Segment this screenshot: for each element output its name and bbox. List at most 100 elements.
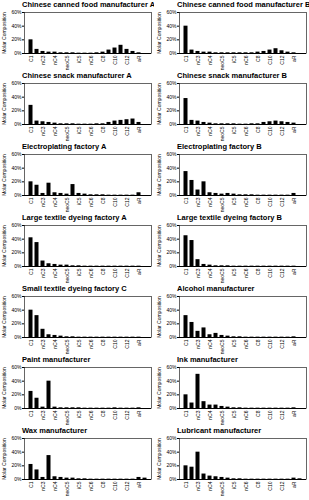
svg-text:60%: 60% bbox=[11, 293, 22, 299]
svg-text:nC3: nC3 bbox=[195, 339, 201, 348]
svg-text:60%: 60% bbox=[166, 222, 177, 228]
svg-text:Molar Composition: Molar Composition bbox=[156, 367, 162, 409]
svg-text:C1: C1 bbox=[28, 268, 34, 275]
svg-text:40%: 40% bbox=[11, 307, 22, 313]
svg-text:neoC5: neoC5 bbox=[64, 55, 70, 70]
svg-text:C1: C1 bbox=[183, 55, 189, 62]
svg-text:aR: aR bbox=[136, 55, 142, 62]
svg-text:20%: 20% bbox=[166, 36, 177, 42]
svg-text:60%: 60% bbox=[11, 435, 22, 441]
svg-text:aR: aR bbox=[136, 481, 142, 488]
svg-text:60%: 60% bbox=[166, 151, 177, 157]
svg-text:Molar Composition: Molar Composition bbox=[1, 367, 7, 409]
svg-text:40%: 40% bbox=[166, 449, 177, 455]
svg-text:neoC5: neoC5 bbox=[219, 55, 225, 70]
svg-text:C8: C8 bbox=[100, 410, 106, 417]
svg-text:iC5: iC5 bbox=[76, 410, 82, 418]
svg-text:iC5: iC5 bbox=[231, 126, 237, 134]
svg-text:20%: 20% bbox=[11, 36, 22, 42]
svg-text:C1: C1 bbox=[28, 55, 34, 62]
svg-text:C1: C1 bbox=[183, 126, 189, 133]
svg-text:C8: C8 bbox=[255, 55, 261, 62]
svg-text:C1: C1 bbox=[28, 126, 34, 133]
svg-text:nC6: nC6 bbox=[88, 268, 94, 277]
svg-text:20%: 20% bbox=[11, 249, 22, 255]
svg-text:nC3: nC3 bbox=[40, 410, 46, 419]
svg-text:nC6: nC6 bbox=[88, 339, 94, 348]
svg-text:C12: C12 bbox=[124, 410, 130, 419]
svg-text:nC3: nC3 bbox=[195, 268, 201, 277]
svg-text:C8: C8 bbox=[100, 481, 106, 488]
svg-text:iC5: iC5 bbox=[76, 55, 82, 63]
svg-text:0%: 0% bbox=[14, 121, 22, 127]
svg-text:nC6: nC6 bbox=[243, 339, 249, 348]
svg-text:0%: 0% bbox=[169, 405, 177, 411]
svg-text:C10: C10 bbox=[112, 268, 118, 277]
svg-text:neoC5: neoC5 bbox=[64, 481, 70, 496]
svg-text:C10: C10 bbox=[112, 339, 118, 348]
svg-text:0%: 0% bbox=[14, 192, 22, 198]
svg-text:nC6: nC6 bbox=[243, 268, 249, 277]
svg-text:C12: C12 bbox=[124, 55, 130, 64]
svg-text:60%: 60% bbox=[11, 222, 22, 228]
svg-text:40%: 40% bbox=[166, 94, 177, 100]
svg-text:C8: C8 bbox=[100, 197, 106, 204]
svg-text:C8: C8 bbox=[255, 197, 261, 204]
svg-text:nC4: nC4 bbox=[207, 268, 213, 277]
svg-text:Molar Composition: Molar Composition bbox=[1, 296, 7, 338]
svg-text:40%: 40% bbox=[166, 236, 177, 242]
svg-text:C10: C10 bbox=[267, 410, 273, 419]
svg-text:neoC5: neoC5 bbox=[64, 339, 70, 354]
svg-text:neoC5: neoC5 bbox=[64, 268, 70, 283]
svg-text:20%: 20% bbox=[166, 462, 177, 468]
svg-text:Molar Composition: Molar Composition bbox=[156, 83, 162, 125]
svg-text:40%: 40% bbox=[11, 165, 22, 171]
svg-text:iC5: iC5 bbox=[231, 55, 237, 63]
svg-text:nC3: nC3 bbox=[40, 339, 46, 348]
svg-text:C10: C10 bbox=[112, 481, 118, 490]
svg-text:nC6: nC6 bbox=[88, 126, 94, 135]
svg-text:C8: C8 bbox=[255, 268, 261, 275]
svg-text:nC4: nC4 bbox=[52, 268, 58, 277]
svg-text:C12: C12 bbox=[279, 339, 285, 348]
svg-text:60%: 60% bbox=[166, 364, 177, 370]
svg-text:C1: C1 bbox=[28, 197, 34, 204]
svg-text:neoC5: neoC5 bbox=[219, 197, 225, 212]
svg-text:C10: C10 bbox=[267, 126, 273, 135]
svg-text:nC4: nC4 bbox=[207, 410, 213, 419]
svg-text:20%: 20% bbox=[11, 462, 22, 468]
svg-text:40%: 40% bbox=[166, 307, 177, 313]
svg-text:nC6: nC6 bbox=[243, 481, 249, 490]
svg-text:C10: C10 bbox=[112, 197, 118, 206]
svg-text:neoC5: neoC5 bbox=[219, 126, 225, 141]
svg-text:0%: 0% bbox=[169, 476, 177, 482]
svg-text:C10: C10 bbox=[112, 55, 118, 64]
svg-text:Molar Composition: Molar Composition bbox=[156, 438, 162, 480]
svg-text:nC6: nC6 bbox=[88, 481, 94, 490]
svg-text:40%: 40% bbox=[166, 23, 177, 29]
svg-text:0%: 0% bbox=[14, 263, 22, 269]
svg-text:nC3: nC3 bbox=[40, 197, 46, 206]
svg-text:iC5: iC5 bbox=[231, 339, 237, 347]
svg-text:nC4: nC4 bbox=[207, 55, 213, 64]
svg-text:60%: 60% bbox=[11, 9, 22, 15]
svg-text:iC5: iC5 bbox=[76, 197, 82, 205]
svg-text:nC4: nC4 bbox=[207, 481, 213, 490]
svg-text:C1: C1 bbox=[28, 339, 34, 346]
svg-text:C10: C10 bbox=[267, 339, 273, 348]
svg-text:C12: C12 bbox=[279, 268, 285, 277]
svg-text:neoC5: neoC5 bbox=[219, 410, 225, 425]
svg-text:C12: C12 bbox=[124, 481, 130, 490]
svg-text:iC5: iC5 bbox=[76, 481, 82, 489]
svg-text:aR: aR bbox=[291, 197, 297, 204]
svg-text:iC5: iC5 bbox=[231, 410, 237, 418]
svg-text:0%: 0% bbox=[14, 405, 22, 411]
svg-text:0%: 0% bbox=[169, 50, 177, 56]
svg-text:aR: aR bbox=[291, 481, 297, 488]
svg-text:40%: 40% bbox=[11, 23, 22, 29]
svg-text:nC4: nC4 bbox=[207, 339, 213, 348]
svg-text:Molar Composition: Molar Composition bbox=[1, 225, 7, 267]
svg-text:60%: 60% bbox=[11, 80, 22, 86]
svg-text:60%: 60% bbox=[166, 435, 177, 441]
svg-text:aR: aR bbox=[291, 410, 297, 417]
